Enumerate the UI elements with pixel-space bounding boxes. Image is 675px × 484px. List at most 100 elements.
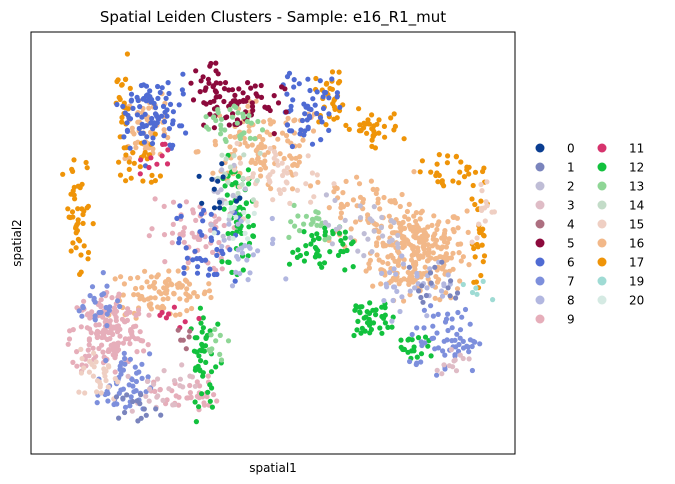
point-cluster-12 [229,269,235,275]
point-cluster-12 [357,310,363,316]
point-cluster-6 [284,91,290,97]
point-cluster-7 [434,372,440,378]
point-cluster-13 [252,136,258,142]
point-cluster-12 [335,252,342,258]
point-cluster-6 [122,110,128,116]
point-cluster-6 [159,85,165,91]
point-cluster-6 [307,87,313,94]
legend-label-17: 17 [629,256,644,270]
point-cluster-7 [443,316,450,322]
point-cluster-16 [402,225,408,231]
point-cluster-16 [414,222,420,228]
point-cluster-7 [139,375,145,381]
point-cluster-9 [161,203,167,209]
point-cluster-17 [472,201,478,208]
point-cluster-8 [427,266,433,272]
point-cluster-0 [209,176,215,182]
point-cluster-7 [414,325,420,331]
point-cluster-16 [331,189,337,195]
point-cluster-5 [250,107,256,113]
point-cluster-12 [208,369,215,375]
point-cluster-1 [448,278,454,284]
point-cluster-16 [422,264,428,270]
point-cluster-16 [121,281,127,287]
point-cluster-13 [322,237,328,243]
point-cluster-9 [216,216,222,222]
point-cluster-9 [100,314,106,320]
point-cluster-7 [92,317,98,323]
point-cluster-6 [176,240,182,246]
point-cluster-11 [160,141,166,147]
point-cluster-15 [476,221,482,227]
point-cluster-1 [137,401,143,407]
point-cluster-4 [186,334,192,340]
point-cluster-9 [161,232,168,238]
point-cluster-16 [411,213,417,219]
point-cluster-3 [155,393,161,399]
point-cluster-16 [232,134,238,140]
point-cluster-3 [129,408,135,414]
point-cluster-13 [259,127,266,133]
point-cluster-12 [207,382,213,388]
point-cluster-13 [218,116,225,122]
legend-marker-11 [597,143,607,153]
legend-marker-12 [597,162,607,172]
point-cluster-16 [410,244,417,250]
point-cluster-5 [202,87,208,93]
point-cluster-16 [326,205,332,211]
point-cluster-5 [240,90,246,96]
point-cluster-12 [303,250,310,257]
point-cluster-12 [228,200,234,206]
point-cluster-9 [84,325,90,331]
point-cluster-12 [233,180,239,186]
point-cluster-17 [372,145,378,151]
point-cluster-16 [448,255,454,261]
point-cluster-11 [163,315,169,321]
point-cluster-7 [104,323,110,329]
point-cluster-15 [250,171,256,177]
point-cluster-17 [131,160,137,166]
point-cluster-16 [450,214,456,220]
point-cluster-5 [213,80,219,86]
point-cluster-9 [197,383,203,389]
legend-marker-19 [597,276,607,286]
point-cluster-9 [164,397,170,403]
point-cluster-7 [89,284,96,290]
point-cluster-12 [338,248,344,254]
point-cluster-11 [157,312,163,318]
point-cluster-9 [113,308,120,314]
scatter-points [60,51,497,425]
point-cluster-2 [208,222,214,228]
point-cluster-7 [122,355,128,362]
point-cluster-16 [296,143,302,149]
point-cluster-7 [413,361,419,368]
point-cluster-16 [184,297,190,303]
point-cluster-19 [473,285,479,291]
point-cluster-1 [416,288,422,294]
point-cluster-17 [70,168,76,174]
point-cluster-16 [150,146,156,152]
point-cluster-9 [98,297,104,303]
point-cluster-6 [314,110,320,117]
point-cluster-5 [215,71,221,77]
point-cluster-2 [355,248,361,254]
point-cluster-16 [285,115,291,121]
point-cluster-6 [177,123,183,129]
point-cluster-16 [133,145,139,151]
point-cluster-6 [170,109,176,115]
point-cluster-2 [369,249,375,255]
point-cluster-16 [402,214,408,220]
point-cluster-17 [388,115,394,121]
point-cluster-6 [302,128,308,134]
point-cluster-7 [120,386,126,392]
point-cluster-12 [295,247,301,253]
legend-marker-2 [535,181,545,191]
point-cluster-16 [171,291,177,297]
point-cluster-8 [245,277,251,283]
point-cluster-16 [396,220,402,226]
point-cluster-7 [455,309,461,316]
point-cluster-16 [208,294,214,301]
legend-label-8: 8 [567,294,575,308]
point-cluster-17 [84,165,90,171]
